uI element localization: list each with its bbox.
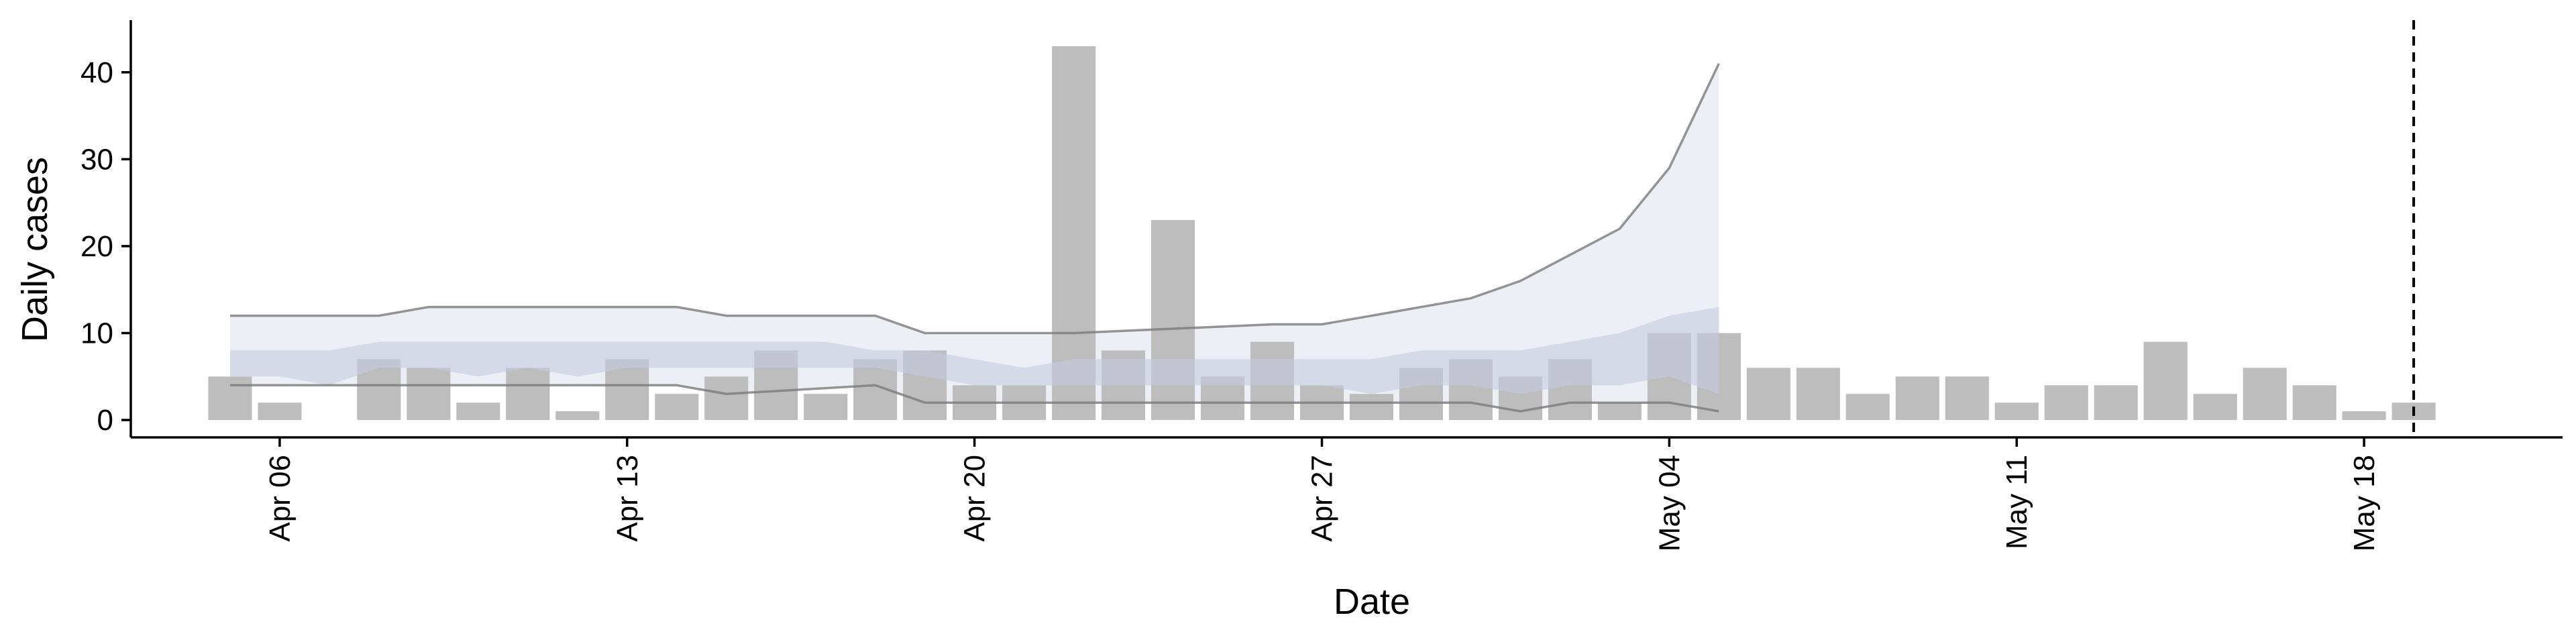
daily-case-bar — [2243, 368, 2287, 421]
daily-case-bar — [2094, 385, 2138, 421]
daily-case-bar — [555, 411, 600, 421]
daily-case-bar — [1597, 402, 1642, 421]
daily-case-bar — [2342, 411, 2386, 421]
labels-layer: 0 10 20 30 40 Apr 06 Apr 13 Apr 20 Apr 27 May 04 M… — [80, 56, 2381, 552]
daily-case-bar — [804, 394, 848, 421]
daily-case-bar — [2292, 385, 2337, 421]
y-tick-label: 30 — [80, 143, 113, 176]
lower-bound-line — [230, 384, 1719, 413]
daily-case-bar — [208, 376, 252, 421]
daily-case-bar — [456, 402, 500, 421]
y-tick-label: 0 — [97, 404, 113, 437]
y-tick-label: 10 — [80, 317, 113, 350]
x-tick-label: Apr 27 — [1306, 455, 1339, 542]
x-tick-label: Apr 20 — [959, 455, 991, 542]
upper-bound-line — [230, 63, 1720, 335]
x-tick-label: May 04 — [1653, 455, 1686, 551]
daily-case-bar — [506, 368, 550, 421]
daily-case-bar — [2143, 341, 2188, 421]
y-tick-label: 20 — [80, 230, 113, 263]
x-tick-label: Apr 13 — [611, 455, 644, 542]
daily-case-bar — [655, 394, 699, 421]
outer-interval-band — [230, 63, 1719, 412]
daily-case-bar — [1945, 376, 1989, 421]
x-tick-label: Apr 06 — [264, 455, 297, 542]
lines-layer — [230, 20, 2416, 437]
daily-case-bar — [704, 376, 749, 421]
daily-case-bar — [1845, 394, 1890, 421]
daily-case-bar — [1349, 394, 1393, 421]
daily-case-bar — [258, 402, 302, 421]
x-tick-label: May 11 — [2000, 455, 2033, 549]
y-axis-title: Daily cases — [15, 157, 55, 342]
inner-interval-band — [230, 307, 1719, 394]
y-tick-label: 40 — [80, 56, 113, 89]
daily-case-bar — [1994, 402, 2039, 421]
daily-case-bar — [2193, 394, 2237, 421]
daily-case-bar — [1052, 46, 1096, 421]
daily-case-bar — [2044, 385, 2088, 421]
x-axis-title: Date — [1334, 582, 1410, 622]
axes-layer — [121, 20, 2563, 447]
x-tick-label: May 18 — [2348, 455, 2381, 551]
daily-case-bar — [407, 368, 451, 421]
daily-case-bar — [1151, 220, 1195, 420]
outer-band-layer — [230, 63, 1719, 412]
inner-band-layer — [230, 307, 1719, 394]
daily-case-bar — [1796, 368, 1840, 421]
daily-case-bar — [1895, 376, 1939, 421]
daily-case-bar — [1746, 368, 1790, 421]
